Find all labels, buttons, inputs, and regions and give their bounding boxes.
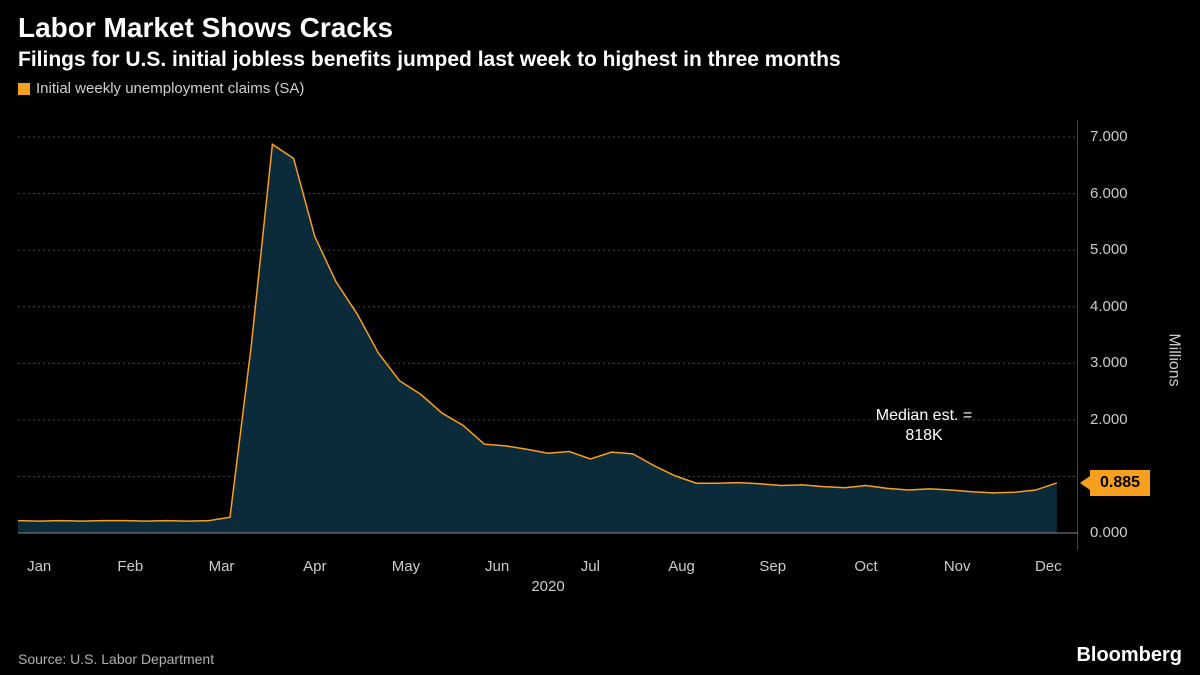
annotation: Median est. = 818K (859, 406, 989, 448)
source-text: Source: U.S. Labor Department (18, 651, 214, 667)
x-tick-label: May (392, 558, 420, 575)
y-tick-label: 0.000 (1090, 524, 1150, 541)
legend: Initial weekly unemployment claims (SA) (0, 72, 1200, 101)
plot-svg (18, 120, 1078, 550)
y-tick-label: 3.000 (1090, 354, 1150, 371)
x-tick-label: Mar (209, 558, 235, 575)
y-tick-label: 7.000 (1090, 128, 1150, 145)
y-tick-label: 2.000 (1090, 411, 1150, 428)
x-tick-label: Sep (759, 558, 786, 575)
x-tick-label: Jun (485, 558, 509, 575)
x-tick-label: Nov (944, 558, 971, 575)
legend-swatch (18, 83, 30, 95)
annotation-line2: 818K (905, 427, 942, 444)
chart-subtitle: Filings for U.S. initial jobless benefit… (18, 48, 1182, 72)
x-tick-label: Dec (1035, 558, 1062, 575)
x-tick-label: Oct (854, 558, 877, 575)
x-tick-label: Apr (303, 558, 326, 575)
y-axis-label: Millions (1164, 333, 1182, 386)
x-tick-label: Jan (27, 558, 51, 575)
y-tick-label: 4.000 (1090, 298, 1150, 315)
annotation-line1: Median est. = (876, 407, 973, 424)
chart-title: Labor Market Shows Cracks (18, 12, 1182, 44)
x-tick-label: Jul (581, 558, 600, 575)
chart-area: Millions 0.0001.0002.0003.0004.0005.0006… (18, 120, 1182, 600)
y-tick-label: 5.000 (1090, 241, 1150, 258)
legend-label: Initial weekly unemployment claims (SA) (36, 80, 304, 97)
x-tick-label: Aug (668, 558, 695, 575)
last-value-badge: 0.885 (1090, 470, 1150, 496)
y-tick-label: 6.000 (1090, 185, 1150, 202)
x-tick-label: Feb (117, 558, 143, 575)
x-axis-year: 2020 (531, 578, 564, 595)
brand-logo: Bloomberg (1076, 644, 1182, 667)
